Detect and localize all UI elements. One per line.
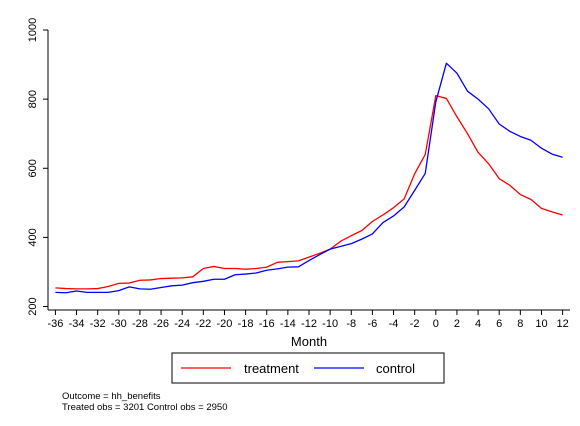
y-tick-label: 600 — [27, 159, 39, 177]
x-tick-label: -2 — [410, 318, 420, 330]
y-axis-ticks: 200 400 600 800 1000 — [27, 18, 48, 316]
x-tick-label: 10 — [535, 318, 547, 330]
y-tick-label: 1000 — [27, 18, 39, 42]
legend: treatment control — [171, 352, 445, 384]
y-tick-label: 200 — [27, 297, 39, 315]
legend-label-treatment: treatment — [244, 361, 299, 376]
x-tick-label: -6 — [368, 318, 378, 330]
note-observations: Treated obs = 3201 Control obs = 2950 — [62, 402, 228, 413]
x-tick-label: -28 — [132, 318, 148, 330]
y-tick-label: 800 — [27, 90, 39, 108]
x-tick-label: -26 — [153, 318, 169, 330]
x-tick-label: 12 — [556, 318, 568, 330]
x-tick-label: -34 — [69, 318, 85, 330]
x-tick-label: -18 — [238, 318, 254, 330]
x-tick-label: -10 — [322, 318, 338, 330]
x-tick-label: -8 — [346, 318, 356, 330]
x-tick-label: -14 — [280, 318, 296, 330]
x-axis-title: Month — [291, 334, 327, 349]
x-tick-label: -12 — [301, 318, 317, 330]
x-tick-label: -4 — [389, 318, 399, 330]
x-tick-label: 6 — [496, 318, 502, 330]
note-outcome: Outcome = hh_benefits — [62, 391, 161, 402]
series-lines — [55, 62, 563, 294]
x-tick-label: -20 — [217, 318, 233, 330]
x-tick-label: 8 — [517, 318, 523, 330]
x-axis-ticks: -36 -34 -32 -30 -28 -26 -24 -22 -20 -18 -16 -14 -12-… — [47, 310, 569, 330]
x-tick-label: -24 — [174, 318, 190, 330]
x-tick-label: -36 — [47, 318, 63, 330]
x-tick-label: -32 — [90, 318, 106, 330]
x-tick-label: -16 — [259, 318, 275, 330]
series-line-control — [55, 62, 563, 294]
y-tick-label: 400 — [27, 228, 39, 246]
legend-label-control: control — [376, 361, 415, 376]
x-tick-label: 2 — [454, 318, 460, 330]
series-line-treatment — [55, 95, 563, 290]
x-tick-label: 0 — [433, 318, 439, 330]
x-tick-label: -22 — [195, 318, 211, 330]
x-tick-label: 4 — [475, 318, 481, 330]
x-tick-label: -30 — [111, 318, 127, 330]
